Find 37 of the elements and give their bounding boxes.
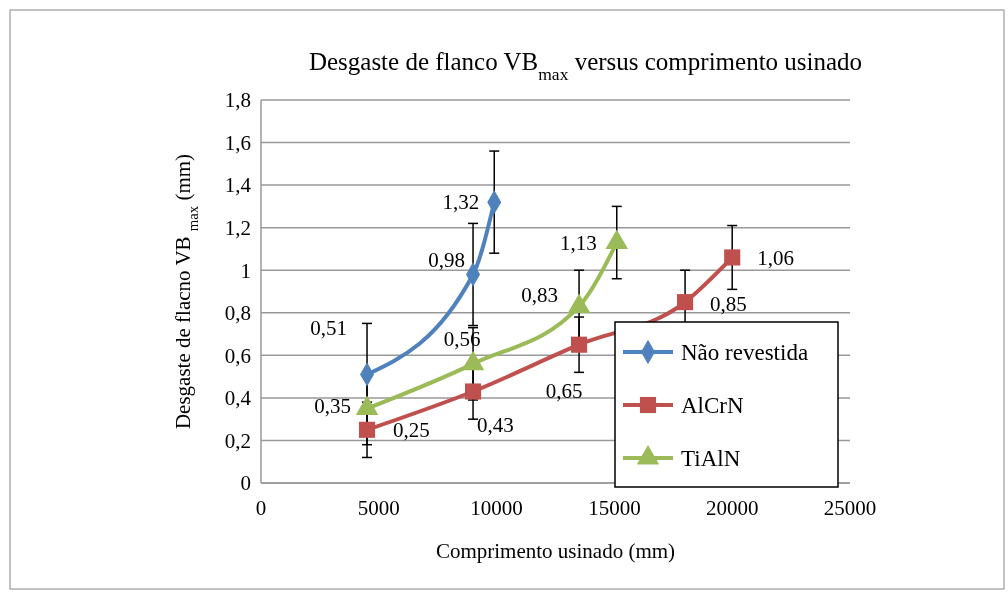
data-label: 0,83	[521, 282, 559, 307]
x-tick-label: 0	[255, 496, 267, 520]
point	[724, 249, 741, 266]
x-tick-label: 10000	[470, 496, 523, 520]
x-tick-label: 5000	[357, 496, 400, 520]
data-label: 0,65	[545, 379, 583, 404]
data-label: 0,25	[393, 418, 430, 443]
point	[464, 383, 482, 400]
y-tick-label: 0,2	[224, 428, 251, 453]
data-label: 0,43	[477, 412, 514, 437]
point	[571, 336, 588, 353]
x-axis-title: Comprimento usinado (mm)	[435, 539, 676, 563]
x-tick-label: 15000	[588, 496, 641, 520]
point	[677, 294, 694, 311]
x-tick-label: 25000	[823, 496, 877, 520]
legend-label: TiAlN	[681, 446, 741, 472]
y-tick-label: 0	[240, 471, 251, 496]
data-label: 0,98	[428, 247, 466, 272]
data-label: 1,06	[757, 245, 794, 270]
data-label: 0,51	[310, 315, 348, 340]
y-tick-label: 0,4	[224, 386, 252, 411]
y-tick-label: 1,4	[224, 173, 252, 198]
y-tick-label: 1,6	[224, 130, 251, 155]
point	[358, 421, 376, 438]
legend-label: Não revestida	[681, 340, 809, 366]
y-tick-label: 1,2	[224, 216, 251, 241]
data-label: 1,13	[560, 230, 597, 255]
x-tick-label: 20000	[705, 496, 759, 520]
y-tick-label: 0,8	[224, 301, 251, 326]
legend-label: AlCrN	[681, 393, 744, 419]
y-tick-label: 1	[240, 258, 251, 283]
y-tick-label: 1,8	[224, 88, 251, 113]
data-label: 0,85	[710, 292, 747, 317]
y-tick-label: 0,6	[224, 343, 251, 368]
data-label: 1,32	[442, 190, 480, 215]
data-label: 0,35	[314, 393, 352, 418]
chart-title: Desgaste de flanco VB$_{max}$ versus comprimento usinado	[308, 48, 863, 84]
